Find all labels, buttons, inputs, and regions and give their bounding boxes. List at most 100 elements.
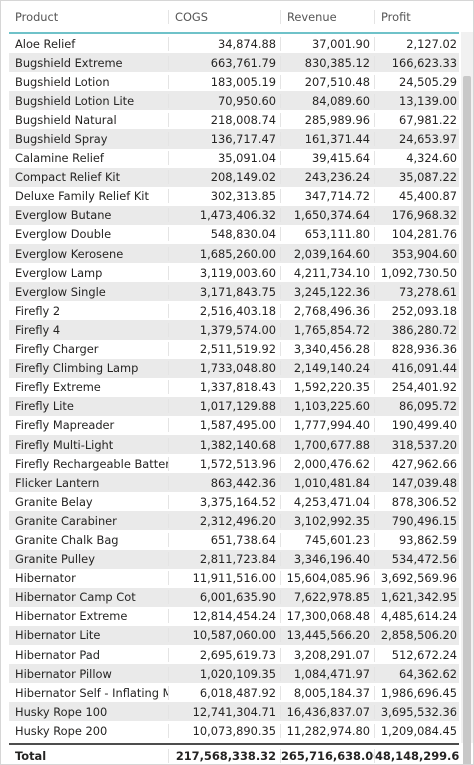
cell-product: Granite Chalk Bag	[9, 532, 169, 547]
cell-profit: 252,093.18	[391, 303, 457, 318]
cell-cogs: 11,911,516.00	[169, 571, 281, 586]
cell-product: Bugshield Spray	[9, 132, 169, 147]
table-row[interactable]: Firefly Rechargeable Battery 1,572,513.96…	[9, 454, 459, 473]
cell-product: Everglow Kerosene	[9, 246, 169, 261]
table-row[interactable]: Firefly 4 1,379,574.00 1,765,854.72 386,280…	[9, 320, 459, 340]
cell-revenue: 745,601.23	[281, 532, 375, 547]
table-row[interactable]: Everglow Single 3,171,843.75 3,245,122.36 7…	[9, 282, 459, 302]
cell-revenue: 1,084,471.97	[281, 666, 375, 681]
table-row[interactable]: Aloe Relief 34,874.88 37,001.90 2,127.02	[9, 34, 459, 53]
table-row[interactable]: Hibernator Pad 2,695,619.73 3,208,291.07 51…	[9, 645, 459, 664]
table-row[interactable]: Hibernator Extreme 12,814,454.24 17,300,06…	[9, 607, 459, 626]
cell-product: Firefly Mapreader	[9, 418, 169, 433]
cell-product: Compact Relief Kit	[9, 170, 169, 185]
table-header-row: Product COGS Revenue Profit	[9, 1, 459, 34]
cell-cogs: 183,005.19	[169, 74, 281, 89]
table-row[interactable]: Everglow Lamp 3,119,003.60 4,211,734.10 1,0…	[9, 263, 459, 282]
cell-profit: 353,904.60	[391, 246, 457, 261]
cell-cogs: 12,741,304.71	[169, 704, 281, 719]
cell-revenue: 1,103,225.60	[281, 399, 375, 414]
table-row[interactable]: Flicker Lantern 863,442.36 1,010,481.84 147…	[9, 473, 459, 493]
table-row[interactable]: Husky Rope 100 12,741,304.71 16,436,837.07…	[9, 702, 459, 722]
cell-profit: 2,127.02	[406, 36, 457, 51]
table-row[interactable]: Firefly 2 2,516,403.18 2,768,496.36 252,093…	[9, 301, 459, 320]
table-row[interactable]: Bugshield Spray 136,717.47 161,371.44 24,65…	[9, 129, 459, 149]
cell-revenue: 16,436,837.07	[281, 704, 375, 719]
cell-profit: 104,281.76	[391, 227, 457, 242]
cell-profit: 427,962.66	[391, 456, 457, 471]
cell-product: Hibernator Lite	[9, 628, 169, 643]
cell-cogs: 208,149.02	[169, 170, 281, 185]
cell-cogs: 70,950.60	[169, 93, 281, 108]
cell-revenue: 8,005,184.37	[281, 685, 375, 700]
table-body: Aloe Relief 34,874.88 37,001.90 2,127.02 Bug…	[9, 34, 459, 740]
cell-cogs: 136,717.47	[169, 132, 281, 147]
cell-revenue: 1,777,994.40	[281, 418, 375, 433]
table-row[interactable]: Firefly Climbing Lamp 1,733,048.80 2,149,1…	[9, 358, 459, 378]
cell-product: Flicker Lantern	[9, 475, 169, 490]
cell-profit: 1,986,696.45	[380, 685, 457, 700]
table-row[interactable]: Hibernator 11,911,516.00 15,604,085.96 3,69…	[9, 569, 459, 588]
cell-product: Bugshield Lotion	[9, 74, 169, 89]
cell-revenue: 1,765,854.72	[281, 322, 375, 337]
table-row[interactable]: Granite Carabiner 2,312,496.20 3,102,992.3…	[9, 511, 459, 531]
column-header-cogs[interactable]: COGS	[169, 9, 281, 24]
cell-cogs: 1,685,260.00	[169, 246, 281, 261]
cell-cogs: 1,473,406.32	[169, 208, 281, 223]
cell-profit: 1,092,730.50	[380, 265, 457, 280]
table-row[interactable]: Granite Chalk Bag 651,738.64 745,601.23 93,…	[9, 530, 459, 549]
cell-cogs: 1,379,574.00	[169, 322, 281, 337]
total-label: Total	[9, 748, 169, 763]
table-row[interactable]: Everglow Butane 1,473,406.32 1,650,374.64 1…	[9, 205, 459, 225]
table-row[interactable]: Bugshield Lotion Lite 70,950.60 84,089.60 1…	[9, 91, 459, 111]
total-cogs: 217,568,338.32	[169, 748, 281, 763]
cell-profit: 1,621,342.95	[380, 590, 457, 605]
cell-cogs: 863,442.36	[169, 475, 281, 490]
table-row[interactable]: Calamine Relief 35,091.04 39,415.64 4,324.6…	[9, 149, 459, 168]
cell-product: Firefly Rechargeable Battery	[9, 456, 169, 471]
cell-product: Firefly Lite	[9, 399, 169, 414]
column-header-product[interactable]: Product	[9, 9, 169, 24]
table-row[interactable]: Firefly Extreme 1,337,818.43 1,592,220.35 2…	[9, 378, 459, 397]
vertical-scrollbar[interactable]	[461, 32, 473, 764]
table-row[interactable]: Hibernator Lite 10,587,060.00 13,445,566.2…	[9, 625, 459, 645]
cell-profit: 190,499.40	[391, 418, 457, 433]
cell-revenue: 84,089.60	[281, 93, 375, 108]
column-header-profit[interactable]: Profit	[381, 9, 411, 24]
table-row[interactable]: Everglow Kerosene 1,685,260.00 2,039,164.6…	[9, 244, 459, 264]
cell-cogs: 302,313.85	[169, 189, 281, 204]
cell-product: Hibernator Camp Cot	[9, 590, 169, 605]
cell-revenue: 11,282,974.80	[281, 723, 375, 738]
cell-cogs: 1,572,513.96	[169, 456, 281, 471]
table-row[interactable]: Husky Rope 200 10,073,890.35 11,282,974.80…	[9, 721, 459, 740]
cell-product: Everglow Double	[9, 227, 169, 242]
table-row[interactable]: Firefly Mapreader 1,587,495.00 1,777,994.4…	[9, 416, 459, 435]
column-header-revenue[interactable]: Revenue	[281, 9, 375, 24]
cell-profit: 416,091.44	[391, 361, 457, 376]
table-row[interactable]: Hibernator Pillow 1,020,109.35 1,084,471.9…	[9, 664, 459, 684]
table-row[interactable]: Firefly Lite 1,017,129.88 1,103,225.60 86,0…	[9, 396, 459, 416]
table-row[interactable]: Granite Belay 3,375,164.52 4,253,471.04 878…	[9, 492, 459, 511]
cell-cogs: 3,119,003.60	[169, 265, 281, 280]
table-row[interactable]: Everglow Double 548,830.04 653,111.80 104,2…	[9, 225, 459, 244]
cell-profit: 3,692,569.96	[380, 571, 457, 586]
cell-profit: 45,400.87	[399, 189, 457, 204]
table-row[interactable]: Bugshield Natural 218,008.74 285,989.96 67,…	[9, 110, 459, 129]
table-row[interactable]: Bugshield Extreme 663,761.79 830,385.12 166…	[9, 53, 459, 73]
table-row[interactable]: Firefly Multi-Light 1,382,140.68 1,700,677…	[9, 434, 459, 455]
table-row[interactable]: Deluxe Family Relief Kit 302,313.85 347,71…	[9, 187, 459, 206]
table-row[interactable]: Firefly Charger 2,511,519.92 3,340,456.28 8…	[9, 340, 459, 359]
table-row[interactable]: Compact Relief Kit 208,149.02 243,236.24 35…	[9, 167, 459, 187]
table-row[interactable]: Bugshield Lotion 183,005.19 207,510.48 24,5…	[9, 72, 459, 91]
cell-cogs: 35,091.04	[169, 151, 281, 166]
scrollbar-thumb[interactable]	[463, 76, 471, 764]
cell-profit: 828,936.36	[391, 342, 457, 357]
cell-product: Everglow Butane	[9, 208, 169, 223]
cell-cogs: 1,382,140.68	[169, 437, 281, 452]
table-row[interactable]: Hibernator Camp Cot 6,001,635.90 7,622,978…	[9, 587, 459, 607]
cell-profit: 878,306.52	[391, 494, 457, 509]
table-row[interactable]: Granite Pulley 2,811,723.84 3,346,196.40 53…	[9, 549, 459, 569]
cell-revenue: 2,039,164.60	[281, 246, 375, 261]
cell-revenue: 37,001.90	[281, 36, 375, 51]
table-row[interactable]: Hibernator Self - Inflating Mat 6,018,487…	[9, 683, 459, 702]
